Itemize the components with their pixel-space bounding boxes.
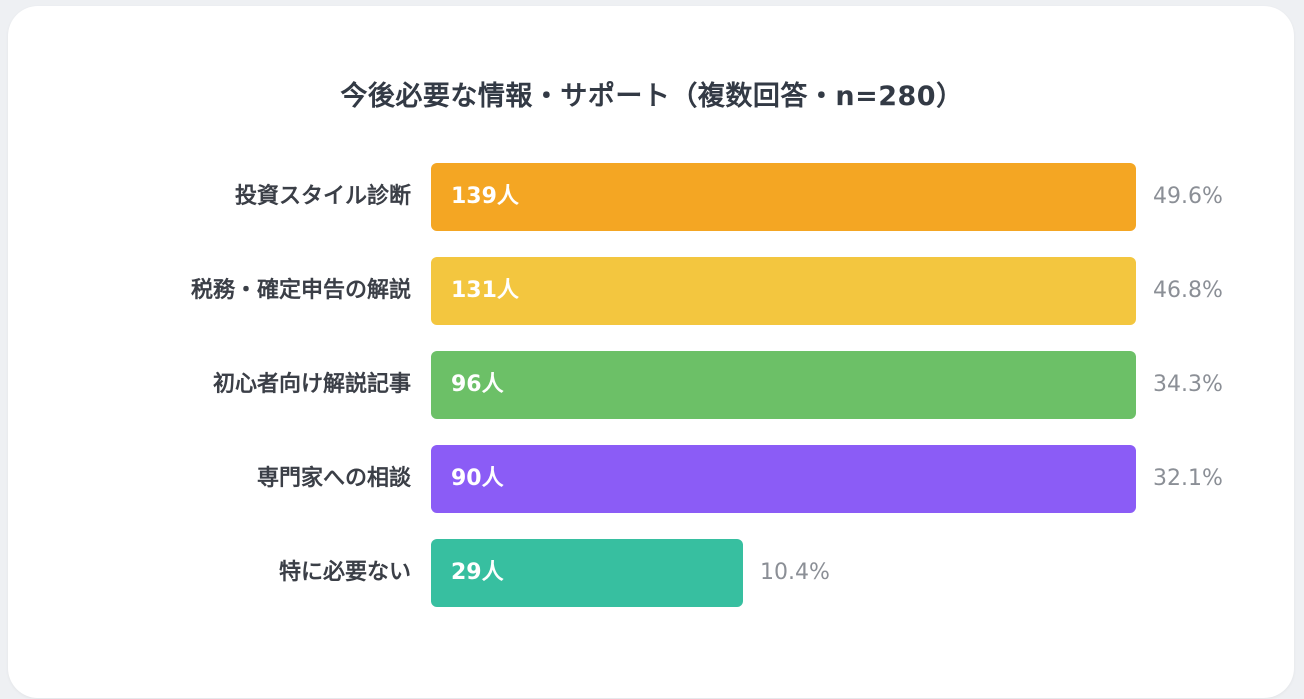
percent-label: 46.8% <box>1153 278 1223 303</box>
percent-label: 34.3% <box>1153 372 1223 397</box>
bar-value-label: 29人 <box>451 560 504 585</box>
chart-title: 今後必要な情報・サポート（複数回答・n=280） <box>340 81 964 112</box>
bar-value-label: 90人 <box>451 466 504 491</box>
bar: 96人 <box>431 351 1136 419</box>
category-label: 初心者向け解説記事 <box>212 372 411 397</box>
bar-value-label: 139人 <box>451 184 519 209</box>
category-label: 税務・確定申告の解説 <box>190 278 411 303</box>
bar: 131人 <box>431 257 1136 325</box>
bar: 90人 <box>431 445 1136 513</box>
bar: 139人 <box>431 163 1136 231</box>
category-label: 専門家への相談 <box>256 466 411 491</box>
bar-value-label: 96人 <box>451 372 504 397</box>
percent-label: 49.6% <box>1153 184 1223 209</box>
category-label: 特に必要ない <box>278 560 411 585</box>
bar-value-label: 131人 <box>451 278 519 303</box>
category-label: 投資スタイル診断 <box>234 184 411 209</box>
percent-label: 10.4% <box>760 560 830 585</box>
bar: 29人 <box>431 539 743 607</box>
percent-label: 32.1% <box>1153 466 1223 491</box>
